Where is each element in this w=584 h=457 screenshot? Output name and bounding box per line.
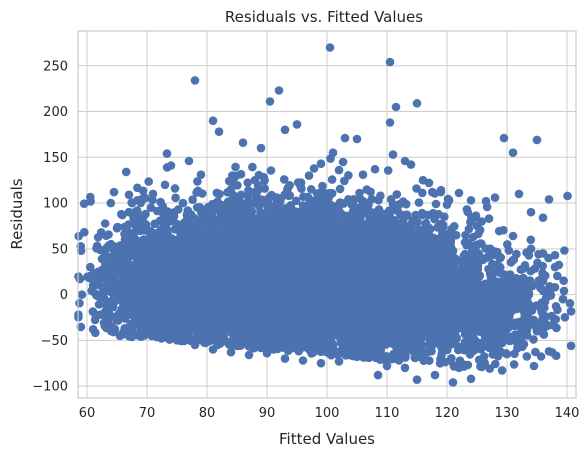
data-point — [266, 166, 276, 175]
data-point — [284, 191, 293, 200]
data-point — [303, 208, 313, 217]
data-point — [256, 207, 265, 217]
data-point — [146, 203, 156, 212]
data-point — [174, 205, 183, 214]
data-point — [327, 189, 337, 198]
chart-title: Residuals vs. Fitted Values — [225, 8, 423, 26]
data-point — [112, 223, 122, 233]
data-point — [91, 328, 100, 338]
data-point — [384, 206, 394, 216]
data-point — [74, 231, 83, 241]
data-point — [374, 195, 383, 205]
data-point — [286, 201, 296, 210]
data-point — [264, 193, 274, 203]
data-point — [251, 187, 260, 197]
data-point — [504, 246, 514, 255]
data-point — [138, 186, 148, 196]
data-point — [231, 162, 240, 172]
data-point — [335, 184, 345, 194]
data-point — [294, 346, 304, 356]
data-point — [92, 244, 101, 253]
data-point — [120, 222, 129, 232]
data-point — [553, 271, 562, 281]
data-point — [304, 200, 313, 210]
data-point — [431, 199, 441, 209]
data-point — [499, 225, 508, 235]
data-point — [158, 202, 168, 211]
data-point — [100, 219, 110, 228]
data-point — [141, 209, 150, 219]
data-point — [106, 198, 116, 208]
data-point — [248, 162, 257, 172]
data-point — [366, 187, 375, 197]
data-point — [243, 178, 252, 187]
data-point — [170, 184, 180, 193]
data-point — [285, 181, 295, 190]
data-point — [418, 188, 427, 198]
data-point — [79, 199, 89, 208]
data-point — [344, 171, 353, 180]
data-point — [193, 177, 202, 186]
data-point — [86, 262, 95, 272]
data-point — [246, 208, 256, 217]
data-point — [188, 195, 197, 204]
data-point — [76, 322, 86, 332]
data-point — [93, 233, 103, 242]
data-point — [563, 191, 572, 201]
data-point — [276, 194, 286, 203]
data-point — [121, 167, 131, 177]
data-point — [383, 166, 393, 175]
data-point — [76, 246, 86, 256]
data-point — [392, 190, 402, 199]
scatter-points — [74, 43, 576, 387]
data-point — [327, 175, 337, 184]
data-point — [314, 201, 324, 211]
data-point — [296, 178, 306, 187]
data-point — [338, 157, 348, 167]
data-point — [279, 175, 289, 184]
data-point — [162, 149, 172, 158]
data-point — [212, 188, 222, 198]
data-point — [236, 169, 246, 179]
data-point — [236, 190, 246, 200]
data-point — [309, 164, 319, 173]
data-point — [355, 188, 364, 198]
data-point — [367, 194, 377, 204]
data-point — [218, 209, 227, 218]
data-point — [260, 184, 270, 193]
data-point — [386, 195, 396, 204]
data-point — [224, 176, 234, 186]
data-point — [256, 199, 265, 208]
